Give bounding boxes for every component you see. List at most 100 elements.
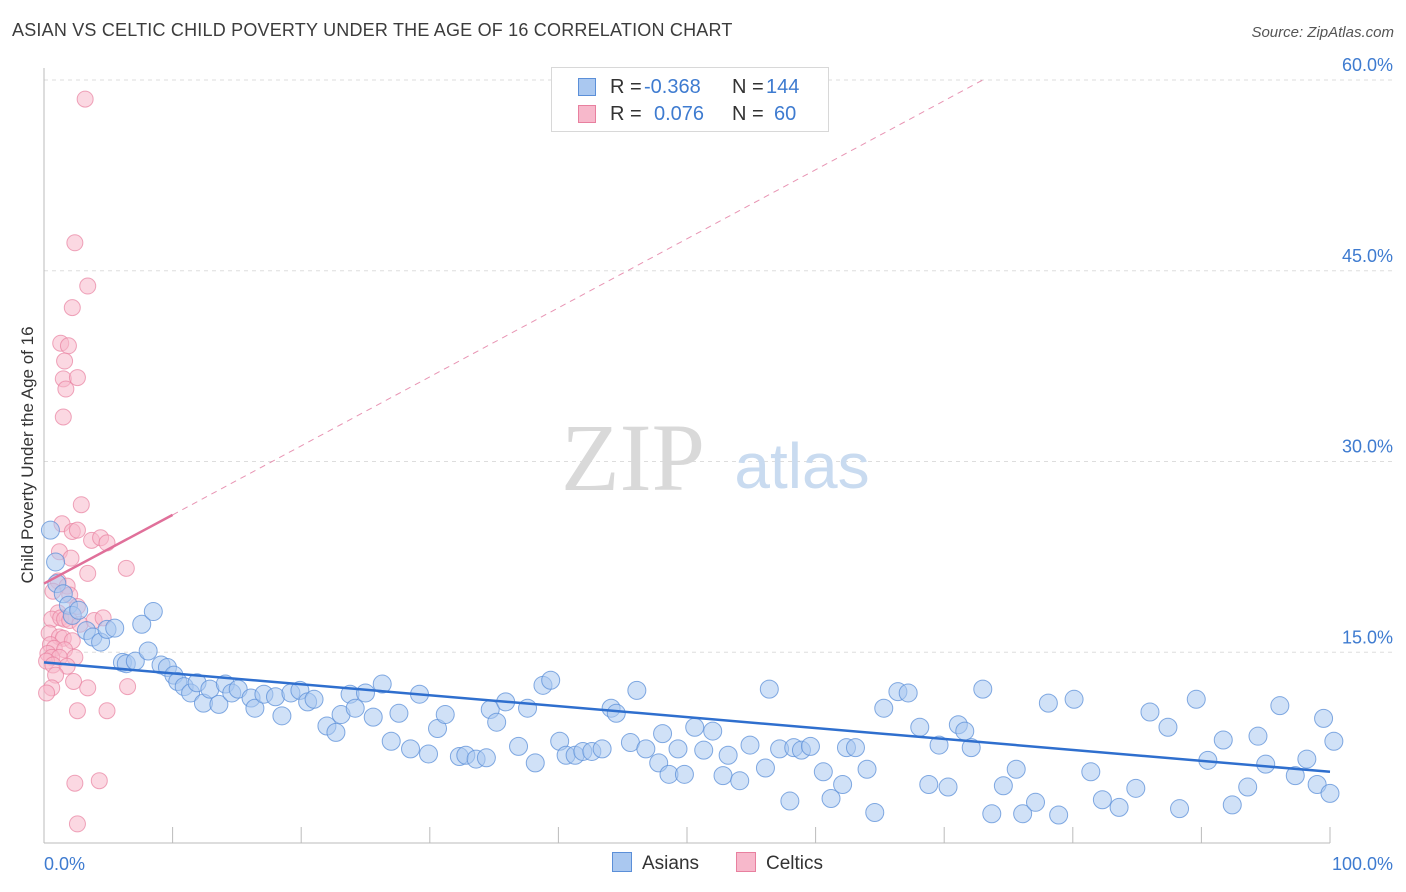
asian-point	[982, 804, 1002, 824]
asians-trend-line	[43, 661, 1331, 774]
trend-lines	[43, 79, 1331, 774]
celtics-swatch	[578, 105, 596, 123]
asian-point	[1270, 696, 1290, 716]
asian-point	[419, 744, 439, 764]
asian-point	[356, 683, 375, 703]
celtic-point	[59, 337, 77, 355]
bottom-asians-label: Asians	[642, 853, 700, 874]
bottom-asians-swatch	[612, 852, 632, 872]
asian-point	[272, 706, 292, 726]
y-axis-title: Child Poverty Under the Age of 16	[18, 326, 37, 583]
asian-point	[1248, 726, 1268, 746]
y-tick-label: 30.0%	[1342, 437, 1393, 457]
asian-point	[476, 748, 496, 768]
asian-point	[1038, 693, 1058, 713]
asian-point	[800, 736, 820, 756]
asian-point	[813, 762, 833, 782]
asian-point	[1109, 797, 1129, 817]
asian-point	[132, 614, 152, 634]
asian-point	[755, 758, 775, 778]
asian-point	[1158, 717, 1178, 737]
asian-point	[898, 683, 918, 703]
correlation-legend: R = -0.368 N = 144 R = 0.076 N = 60	[551, 67, 829, 132]
celtic-point	[38, 684, 56, 702]
asian-point	[910, 717, 930, 737]
asian-point	[1324, 731, 1344, 751]
x-tick-label-max: 100.0%	[1332, 854, 1393, 874]
asian-point	[1213, 730, 1233, 750]
celtic-point	[68, 702, 86, 720]
asians-r-value: -0.368	[644, 76, 701, 98]
asian-point	[1006, 759, 1026, 779]
asian-point	[1320, 783, 1340, 803]
asian-point	[1064, 689, 1084, 709]
celtic-point	[56, 352, 74, 370]
asian-point	[46, 552, 66, 572]
asian-point	[730, 771, 750, 791]
asian-point	[703, 721, 723, 741]
celtic-point	[66, 234, 84, 252]
asian-point	[541, 670, 561, 690]
celtics-n-label: N =	[732, 103, 764, 125]
asian-point	[389, 703, 409, 723]
asian-point	[606, 703, 626, 723]
y-tick-label: 45.0%	[1342, 246, 1393, 266]
asian-point	[955, 721, 975, 741]
celtic-point	[68, 521, 86, 539]
asian-point	[1081, 762, 1101, 782]
asian-point	[821, 788, 841, 808]
asian-point	[138, 641, 158, 661]
celtic-point	[117, 559, 135, 577]
asian-point	[1314, 708, 1334, 728]
asian-point	[685, 717, 705, 737]
celtic-point	[65, 672, 83, 690]
asian-point	[713, 766, 733, 786]
celtic-point	[76, 90, 94, 108]
bottom-celtics-swatch	[736, 852, 756, 872]
asian-point	[919, 775, 939, 795]
asian-point	[674, 764, 694, 784]
bottom-legend-asians: Asians	[612, 852, 699, 875]
asian-point	[1222, 795, 1242, 815]
asian-point	[1297, 749, 1317, 769]
asian-point	[759, 679, 779, 699]
celtic-point	[119, 678, 137, 696]
celtic-point	[79, 679, 97, 697]
asian-point	[1049, 805, 1069, 825]
asian-point	[487, 712, 507, 732]
celtics-r-value: 0.076	[654, 103, 705, 125]
asian-point	[845, 738, 865, 758]
asian-point	[509, 736, 529, 756]
asian-point	[857, 759, 877, 779]
celtic-point	[68, 369, 86, 387]
asians-points	[40, 520, 1344, 825]
axis-layer: 15.0% 30.0% 45.0% 60.0% 0.0% 100.0%	[43, 55, 1393, 874]
asians-r-label: R =	[610, 76, 642, 98]
asian-point	[105, 618, 125, 638]
celtic-point	[66, 774, 84, 792]
bottom-celtics-label: Celtics	[766, 853, 824, 874]
celtic-point	[98, 534, 116, 552]
asian-point	[1013, 804, 1033, 824]
y-tick-label: 15.0%	[1342, 627, 1393, 647]
asian-point	[209, 694, 229, 714]
asian-point	[326, 722, 346, 742]
asian-point	[1126, 778, 1146, 798]
asian-point	[345, 698, 365, 718]
asians-n-label: N =	[732, 76, 764, 98]
asian-point	[718, 745, 738, 765]
celtic-point	[90, 772, 108, 790]
asian-point	[525, 753, 545, 773]
x-tick-label-min: 0.0%	[44, 854, 85, 874]
celtic-point	[63, 299, 81, 317]
celtic-point	[68, 815, 86, 833]
asian-point	[1092, 790, 1112, 810]
y-tick-label: 60.0%	[1342, 55, 1393, 75]
watermark-atlas: atlas	[734, 430, 869, 502]
celtic-point	[54, 408, 72, 426]
asian-point	[69, 600, 89, 620]
asian-point	[40, 520, 60, 540]
asian-point	[1285, 766, 1305, 786]
watermark-zip: ZIP	[561, 404, 705, 511]
